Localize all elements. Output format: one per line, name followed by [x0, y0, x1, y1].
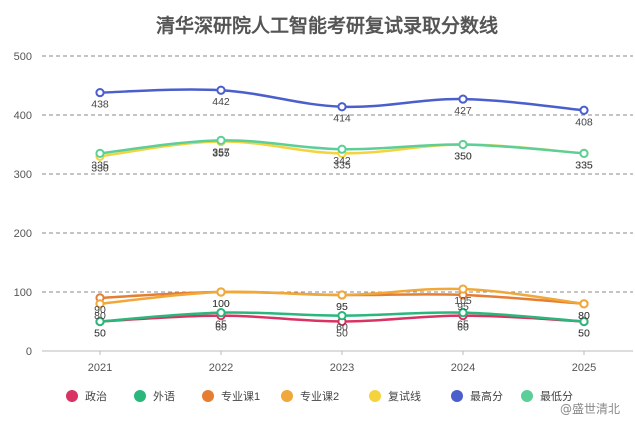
legend-item[interactable]: 最低分: [521, 390, 573, 403]
x-tick-label: 2021: [88, 362, 112, 374]
data-label: 90: [94, 304, 106, 316]
data-label: 442: [212, 96, 230, 108]
data-label: 100: [212, 298, 230, 310]
data-point: [95, 316, 105, 327]
data-label: 357: [212, 146, 230, 158]
data-point: [216, 308, 226, 318]
data-point: [458, 139, 468, 150]
data-label: 427: [454, 105, 472, 117]
data-label: 330: [91, 162, 109, 174]
legend-swatch: [369, 390, 381, 402]
y-tick-label: 100: [14, 287, 32, 299]
data-label: 95: [336, 301, 348, 313]
data-point: [95, 299, 105, 309]
data-label: 80: [578, 310, 590, 322]
data-point: [579, 299, 589, 309]
data-label: 50: [336, 328, 348, 340]
data-label: 408: [575, 116, 593, 128]
data-label: 100: [212, 298, 230, 310]
x-tick-label: 2023: [330, 362, 354, 374]
x-tick-label: 2024: [451, 362, 475, 374]
legend-swatch: [451, 390, 463, 402]
data-point: [458, 94, 468, 104]
legend-item[interactable]: 政治: [66, 389, 107, 403]
y-tick-label: 400: [14, 110, 32, 122]
data-point: [216, 135, 226, 145]
legend-item[interactable]: 专业课1: [202, 389, 260, 403]
data-label: 50: [578, 328, 590, 340]
legend-item[interactable]: 外语: [134, 390, 175, 403]
data-label: 65: [457, 319, 469, 331]
data-label: 335: [333, 159, 351, 171]
data-point: [579, 316, 589, 327]
legend-swatch: [134, 390, 146, 402]
grid: [42, 55, 633, 293]
data-label: 50: [94, 328, 106, 340]
series-group: [95, 85, 589, 327]
data-label: 350: [454, 151, 472, 163]
data-point: [337, 311, 347, 321]
data-point: [216, 85, 226, 95]
legend-label: 最高分: [470, 389, 503, 403]
legend-label: 复试线: [388, 389, 421, 403]
y-tick-label: 300: [14, 169, 32, 181]
legend-swatch: [521, 390, 533, 402]
data-label: 342: [333, 155, 351, 167]
data-label: 60: [215, 322, 227, 334]
data-label: 335: [575, 159, 593, 171]
data-point: [95, 87, 105, 98]
legend: 政治 外语 专业课1 专业课2 复试线 最高分 最低分: [66, 389, 573, 403]
legend-label: 政治: [85, 389, 107, 403]
data-point: [337, 290, 347, 300]
data-point: [458, 308, 468, 318]
data-label: 60: [336, 322, 348, 334]
legend-swatch: [66, 390, 78, 402]
legend-label: 最低分: [540, 390, 573, 403]
data-label: 95: [336, 301, 348, 313]
data-point: [458, 284, 468, 294]
legend-item[interactable]: 最高分: [451, 389, 503, 403]
data-label: 335: [575, 159, 593, 171]
data-point: [95, 148, 105, 158]
legend-item[interactable]: 专业课2: [281, 389, 339, 403]
data-label: 50: [94, 328, 106, 340]
data-label: 105: [454, 295, 472, 307]
data-label: 95: [457, 301, 469, 313]
data-label: 65: [215, 319, 227, 331]
legend-label: 外语: [153, 390, 175, 403]
y-tick-label: 500: [14, 51, 32, 63]
x-tick-label: 2025: [572, 362, 596, 374]
legend-label: 专业课2: [300, 389, 339, 403]
data-label: 335: [91, 159, 109, 171]
y-tick-label: 200: [14, 228, 32, 240]
legend-item[interactable]: 复试线: [369, 389, 421, 403]
chart-title: 清华深研院人工智能考研复试录取分数线: [156, 14, 498, 37]
data-point: [579, 148, 589, 158]
data-label: 80: [578, 310, 590, 322]
watermark: @盛世清北: [560, 401, 620, 416]
data-label: 60: [457, 322, 469, 334]
legend-label: 专业课1: [221, 389, 260, 403]
x-tick-label: 2022: [209, 362, 233, 374]
data-label: 350: [454, 151, 472, 163]
data-point: [579, 105, 589, 115]
data-point: [337, 102, 347, 112]
data-point: [337, 144, 347, 154]
legend-swatch: [202, 390, 214, 402]
legend-swatch: [281, 390, 293, 402]
data-label: 80: [94, 310, 106, 322]
data-label: 438: [91, 99, 109, 111]
axes: 0 100 200 300 400 500 2021 2022 2023 2024 2025: [14, 51, 633, 374]
y-tick-label: 0: [26, 346, 32, 358]
data-label: 355: [212, 148, 230, 160]
data-label: 50: [578, 328, 590, 340]
data-label: 414: [333, 113, 351, 125]
data-point: [216, 287, 226, 297]
